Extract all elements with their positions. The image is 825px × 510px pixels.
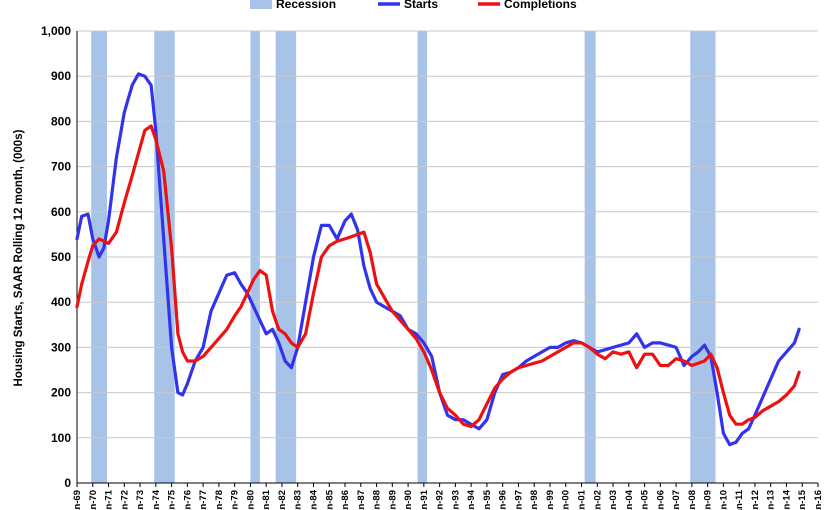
series-line-completions [75, 124, 801, 429]
y-tick-label: 300 [51, 340, 71, 354]
x-tick-label: Jan-11 [734, 489, 745, 510]
x-tick-label: Jan-88 [372, 490, 383, 510]
y-tick-label: 1,000 [41, 24, 71, 38]
y-tick-label: 500 [51, 250, 71, 264]
x-tick-label: Jan-87 [356, 490, 367, 510]
x-tick-label: Jan-08 [687, 490, 698, 510]
x-tick-label: Jan-12 [750, 490, 761, 510]
x-tick-label: Jan-97 [513, 490, 524, 510]
axes [76, 31, 818, 484]
x-tick-label: Jan-13 [766, 490, 777, 510]
x-tick-label: Jan-92 [435, 490, 446, 510]
y-axis-title: Housing Starts, SAAR Rolling 12 month, (… [13, 129, 25, 386]
x-tick-labels: Jan-69 Jan-70 Jan-71 Jan-72 Jan-73 Jan-74 Jan-… [72, 483, 824, 510]
y-tick-label: 600 [51, 205, 71, 219]
legend-label: Recession [276, 0, 336, 11]
x-tick-label: Jan-76 [182, 490, 193, 510]
x-tick-label: Jan-71 [104, 489, 115, 510]
x-tick-label: Jan-10 [718, 490, 729, 510]
y-tick-label: 400 [51, 295, 71, 309]
x-tick-label: Jan-04 [624, 489, 635, 510]
x-tick-label: Jan-96 [498, 490, 509, 510]
x-tick-label: Jan-70 [88, 490, 99, 510]
x-tick-label: Jan-14 [781, 489, 792, 510]
x-tick-label: Jan-06 [655, 490, 666, 510]
x-tick-label: Jan-95 [482, 489, 493, 510]
x-tick-label: Jan-84 [308, 489, 319, 510]
legend: Recession Starts Completions [250, 0, 577, 11]
x-tick-label: Jan-02 [592, 490, 603, 510]
x-tick-label: Jan-78 [214, 490, 225, 510]
x-tick-label: Jan-82 [277, 490, 288, 510]
y-tick-label: 800 [51, 114, 71, 128]
x-tick-label: Jan-69 [72, 490, 83, 510]
series-line-starts [75, 72, 801, 447]
y-tick-label: 700 [51, 160, 71, 174]
x-tick-label: Jan-81 [261, 489, 272, 510]
grid-lines [77, 30, 818, 439]
x-tick-label: Jan-77 [198, 490, 209, 510]
x-tick-label: Jan-98 [529, 490, 540, 510]
x-tick-label: Jan-94 [466, 489, 477, 510]
x-tick-label: Jan-01 [577, 489, 588, 510]
x-tick-label: Jan-07 [671, 490, 682, 510]
x-tick-label: Jan-09 [703, 490, 714, 510]
x-tick-label: Jan-16 [813, 490, 824, 510]
x-tick-label: Jan-80 [245, 490, 256, 510]
x-tick-label: Jan-15 [797, 489, 808, 510]
x-tick-label: Jan-05 [640, 489, 651, 510]
legend-label: Completions [504, 0, 577, 11]
y-tick-label: 200 [51, 386, 71, 400]
y-tick-labels: 0 100 200 300 400 500 600 700 800 900 1,000 [41, 24, 71, 490]
x-tick-label: Jan-85 [324, 489, 335, 510]
x-tick-label: Jan-79 [230, 490, 241, 510]
x-tick-label: Jan-72 [119, 490, 130, 510]
y-tick-label: 900 [51, 69, 71, 83]
x-tick-label: Jan-83 [293, 490, 304, 510]
x-tick-label: Jan-75 [167, 489, 178, 510]
legend-label: Starts [404, 0, 438, 11]
x-tick-label: Jan-99 [545, 490, 556, 510]
x-tick-label: Jan-86 [340, 490, 351, 510]
x-tick-label: Jan-89 [387, 490, 398, 510]
y-tick-label: 100 [51, 431, 71, 445]
y-tick-label: 0 [64, 476, 71, 490]
x-tick-label: Jan-00 [561, 490, 572, 510]
series-lines [75, 72, 801, 447]
x-tick-label: Jan-91 [419, 489, 430, 510]
x-tick-label: Jan-74 [151, 489, 162, 510]
legend-swatch-recession [250, 0, 272, 9]
x-tick-label: Jan-73 [135, 490, 146, 510]
x-tick-label: Jan-93 [450, 490, 461, 510]
x-tick-label: Jan-03 [608, 490, 619, 510]
x-tick-label: Jan-90 [403, 490, 414, 510]
